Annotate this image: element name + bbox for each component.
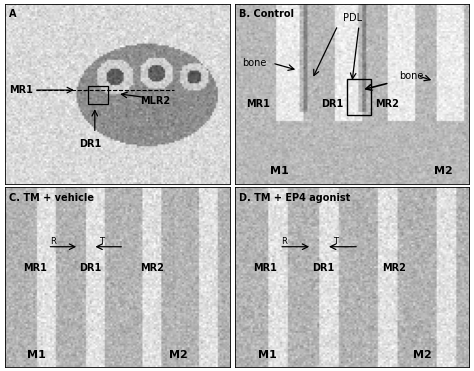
Text: DR1: DR1 bbox=[321, 99, 344, 109]
Text: MR2: MR2 bbox=[140, 263, 164, 273]
Bar bbox=[88, 86, 108, 105]
Text: M1: M1 bbox=[27, 350, 46, 360]
Text: R: R bbox=[282, 237, 287, 246]
Text: C. TM + vehicle: C. TM + vehicle bbox=[9, 193, 94, 203]
Text: M2: M2 bbox=[169, 350, 188, 360]
Text: DR1: DR1 bbox=[312, 263, 334, 273]
Text: MR2: MR2 bbox=[383, 263, 406, 273]
Text: MR1: MR1 bbox=[246, 99, 270, 109]
Text: M2: M2 bbox=[413, 350, 432, 360]
Text: bone: bone bbox=[242, 58, 266, 68]
Text: PDL: PDL bbox=[343, 13, 362, 23]
Text: B. Control: B. Control bbox=[239, 9, 294, 19]
Text: MR1: MR1 bbox=[9, 85, 33, 95]
Text: A: A bbox=[9, 9, 17, 19]
Text: M1: M1 bbox=[258, 350, 277, 360]
Bar bbox=[347, 79, 371, 115]
Text: MR2: MR2 bbox=[375, 99, 399, 109]
Text: D. TM + EP4 agonist: D. TM + EP4 agonist bbox=[239, 193, 351, 203]
Text: T: T bbox=[333, 237, 338, 246]
Text: M2: M2 bbox=[434, 166, 453, 176]
Text: DR1: DR1 bbox=[79, 263, 101, 273]
Text: bone: bone bbox=[399, 71, 423, 81]
Text: MR1: MR1 bbox=[254, 263, 277, 273]
Text: MLR2: MLR2 bbox=[140, 96, 170, 106]
Text: DR1: DR1 bbox=[79, 139, 101, 149]
Text: R: R bbox=[50, 237, 55, 246]
Text: MR1: MR1 bbox=[23, 263, 46, 273]
Text: M1: M1 bbox=[270, 166, 289, 176]
Text: T: T bbox=[99, 237, 104, 246]
